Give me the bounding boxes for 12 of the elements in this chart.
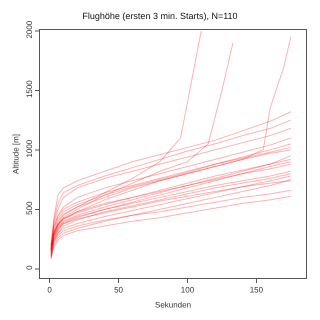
chart-title: Flughöhe (ersten 3 min. Starts), N=110 xyxy=(82,11,238,22)
y-axis-title: Altitude [m] xyxy=(12,134,20,174)
x-tick-label: 100 xyxy=(180,286,195,295)
x-tick-label: 150 xyxy=(250,286,264,295)
x-tick-label: 50 xyxy=(114,286,124,295)
y-tick-label: 1500 xyxy=(24,80,34,98)
x-tick-label: 0 xyxy=(47,286,52,295)
y-tick-label: 1000 xyxy=(24,139,34,158)
y-tick-label: 0 xyxy=(24,264,34,270)
y-tick-label: 2000 xyxy=(24,20,34,39)
y-tick-label: 500 xyxy=(24,200,34,215)
x-axis-title: Sekunden xyxy=(154,300,192,310)
